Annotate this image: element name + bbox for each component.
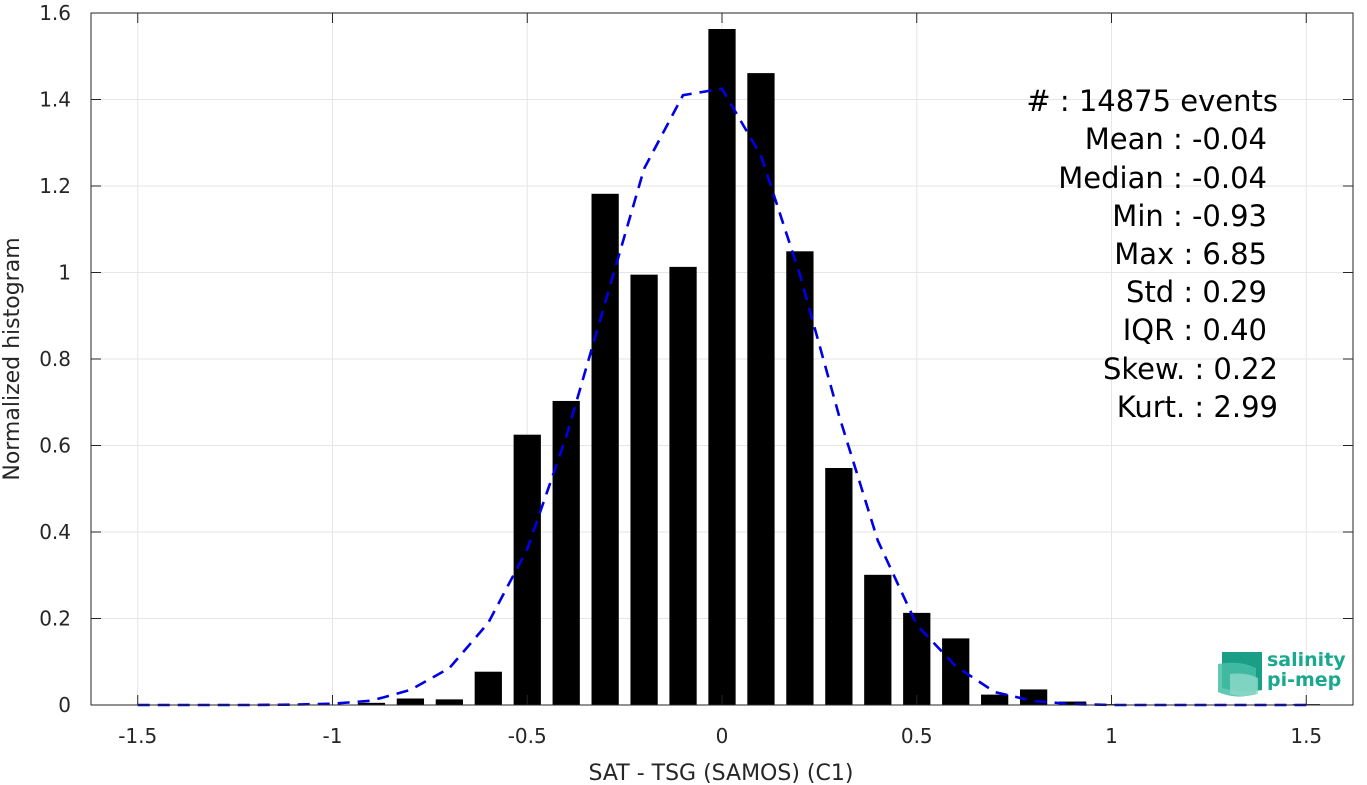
histogram-bar bbox=[708, 29, 736, 705]
y-tick-label: 0.4 bbox=[39, 520, 71, 544]
histogram-bar bbox=[864, 574, 892, 705]
x-axis-label: SAT - TSG (SAMOS) (C1) bbox=[589, 761, 854, 785]
logo-line1: salinity bbox=[1267, 649, 1346, 671]
x-tick-label: 1.5 bbox=[1290, 724, 1322, 748]
histogram-bar bbox=[396, 698, 425, 705]
y-tick-labels: 0 0.2 0.4 0.6 0.8 1 1.2 1.4 1.6 bbox=[39, 1, 71, 717]
histogram-bar bbox=[786, 251, 814, 705]
histogram-bar bbox=[1058, 701, 1087, 705]
salinity-pi-mep-logo: salinity pi-mep bbox=[1218, 649, 1346, 697]
stats-box: # : 14875 events Mean : -0.04 Median : -… bbox=[1026, 84, 1278, 424]
y-tick-label: 1.2 bbox=[39, 174, 71, 198]
histogram-bar bbox=[591, 193, 619, 705]
stat-mean: Mean : -0.04 bbox=[1085, 122, 1267, 156]
histogram-bar bbox=[630, 274, 658, 705]
axis-ticks bbox=[91, 12, 1353, 706]
stat-skew: Skew. : 0.22 bbox=[1103, 352, 1278, 386]
stat-max: Max : 6.85 bbox=[1114, 237, 1267, 271]
histogram-bar bbox=[747, 73, 775, 706]
histogram-bar bbox=[903, 612, 931, 705]
histogram-bars bbox=[357, 29, 1320, 706]
histogram-bar bbox=[357, 702, 386, 705]
histogram-bar bbox=[435, 699, 463, 705]
histogram-bar bbox=[552, 400, 580, 705]
histogram-bar bbox=[981, 694, 1009, 705]
y-tick-label: 0.8 bbox=[39, 347, 71, 371]
x-tick-label: -1.5 bbox=[118, 724, 157, 748]
stat-count: # : 14875 events bbox=[1026, 84, 1278, 118]
fit-curve bbox=[137, 87, 1307, 707]
x-tick-label: 1 bbox=[1105, 724, 1118, 748]
y-tick-label: 0.6 bbox=[39, 434, 71, 458]
y-axis-label: Normalized histogram bbox=[0, 237, 25, 480]
stat-std: Std : 0.29 bbox=[1126, 275, 1267, 309]
x-tick-labels: -1.5 -1 -0.5 0 0.5 1 1.5 bbox=[118, 724, 1322, 748]
y-tick-label: 1.6 bbox=[39, 1, 71, 25]
x-tick-label: -0.5 bbox=[508, 724, 547, 748]
histogram-bar bbox=[513, 434, 541, 705]
y-tick-label: 1.4 bbox=[39, 88, 71, 112]
wave-logo-icon bbox=[1218, 652, 1262, 697]
y-tick-label: 1 bbox=[58, 261, 71, 285]
stat-median: Median : -0.04 bbox=[1058, 161, 1267, 195]
stat-kurt: Kurt. : 2.99 bbox=[1117, 390, 1278, 424]
y-tick-label: 0 bbox=[58, 693, 71, 717]
x-tick-label: -1 bbox=[323, 724, 343, 748]
stat-iqr: IQR : 0.40 bbox=[1123, 313, 1267, 347]
histogram-bar bbox=[474, 671, 502, 705]
x-tick-label: 0 bbox=[716, 724, 729, 748]
y-tick-label: 0.2 bbox=[39, 607, 71, 631]
x-tick-label: 0.5 bbox=[901, 724, 933, 748]
histogram-bar bbox=[669, 266, 697, 705]
logo-line2: pi-mep bbox=[1267, 669, 1341, 691]
stat-min: Min : -0.93 bbox=[1112, 199, 1267, 233]
histogram-bar bbox=[825, 467, 853, 705]
